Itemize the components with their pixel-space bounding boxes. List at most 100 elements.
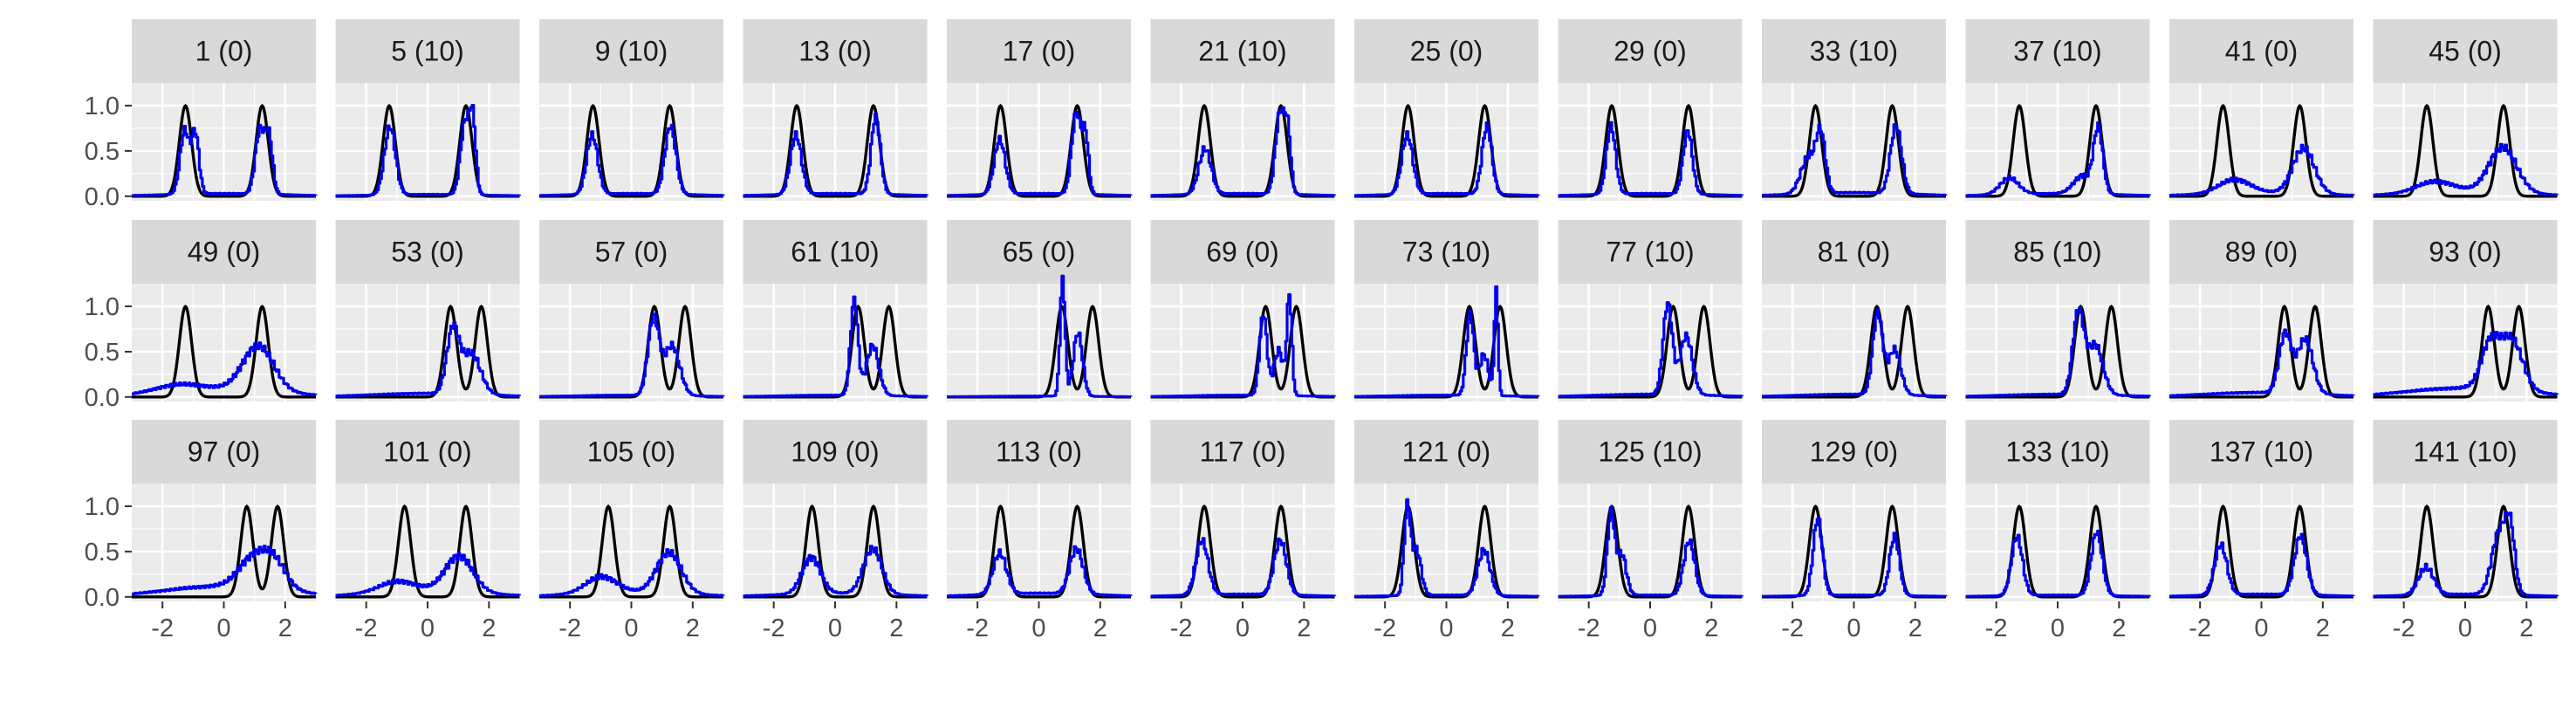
estimated-density-line: [539, 548, 725, 597]
estimated-density-line: [1558, 301, 1744, 398]
estimated-density-line: [1150, 106, 1337, 197]
x-tick-label: 2: [1093, 615, 1107, 642]
reference-density-line: [539, 504, 723, 599]
facet-strip-label: 93 (0): [2429, 237, 2502, 268]
x-tick-label: 2: [1908, 615, 1922, 642]
estimated-density-line: [1762, 308, 1948, 398]
x-tick-label: 2: [1501, 615, 1515, 642]
facet-strip: [2169, 420, 2353, 484]
facet-strip: [1354, 220, 1538, 284]
facet-panel: 5 (10): [335, 19, 522, 201]
estimated-density-line: [2169, 532, 2355, 598]
y-tick-label: 1.0: [85, 493, 120, 521]
facet-panel: 33 (10): [1762, 19, 1948, 201]
y-tick-label: 0.5: [85, 539, 120, 566]
facet-panel: 21 (10): [1150, 19, 1337, 201]
facet-strip-label: 73 (10): [1402, 237, 1490, 268]
facet-strip: [132, 220, 316, 284]
facet-panel: 97 (0): [132, 420, 318, 601]
facet-strip-label: 69 (0): [1206, 237, 1279, 268]
facet-strip: [1965, 19, 2150, 83]
facet-panel: 41 (0): [2169, 19, 2355, 201]
estimated-density-line: [1150, 537, 1337, 598]
facet-panel: 109 (0): [743, 420, 929, 601]
estimated-density-line: [2169, 143, 2355, 197]
x-tick-label: -2: [355, 615, 378, 642]
y-tick-label: 1.0: [85, 93, 120, 120]
estimated-density-line: [2373, 142, 2559, 196]
facet-strip: [2373, 19, 2558, 83]
estimated-density-line: [1762, 518, 1948, 598]
x-tick-label: 2: [1297, 615, 1311, 642]
facet-strip-label: 5 (10): [391, 36, 464, 67]
facet-panel: 17 (0): [947, 19, 1133, 201]
facet-panel: 85 (10): [1965, 220, 2152, 402]
facet-panel: 89 (0): [2169, 220, 2355, 402]
x-tick-label: 0: [2458, 615, 2472, 642]
x-tick-label: -2: [763, 615, 785, 642]
x-tick-label: -2: [1374, 615, 1396, 642]
facet-panel: 13 (0): [743, 19, 929, 201]
facet-strip: [947, 420, 1131, 484]
x-tick-label: -2: [1170, 615, 1193, 642]
facet-panel: 129 (0): [1762, 420, 1948, 601]
facet-panel: 121 (0): [1354, 420, 1540, 601]
x-tick-label: 0: [1236, 615, 1250, 642]
facet-strip: [947, 220, 1131, 284]
estimated-density-line: [1762, 123, 1948, 197]
facet-panel: 49 (0): [132, 220, 318, 402]
x-tick-label: 2: [482, 615, 496, 642]
facet-strip-label: 81 (0): [1818, 237, 1891, 268]
facet-strip: [2373, 220, 2558, 284]
estimated-density-line: [947, 110, 1133, 197]
estimated-density-line: [2373, 511, 2559, 598]
x-tick-label: -2: [2393, 615, 2415, 642]
facet-panel: 65 (0): [947, 220, 1133, 402]
estimated-density-line: [1354, 498, 1540, 598]
x-tick-label: 2: [686, 615, 700, 642]
reference-density-line: [132, 504, 316, 599]
facet-strip: [1762, 220, 1946, 284]
facet-strip-label: 97 (0): [188, 436, 261, 468]
facet-panel: 29 (0): [1558, 19, 1744, 201]
reference-density-line: [2169, 304, 2353, 399]
reference-density-line: [335, 504, 520, 599]
facet-strip-label: 129 (0): [1810, 436, 1898, 468]
facet-strip-label: 57 (0): [595, 237, 668, 268]
x-tick-label: -2: [1578, 615, 1600, 642]
y-tick-label: 0.5: [85, 138, 120, 166]
facet-strip-label: 117 (0): [1199, 436, 1285, 468]
reference-density-line: [743, 504, 928, 599]
facet-panel: 113 (0): [947, 420, 1133, 601]
facet-strip: [539, 420, 723, 484]
estimated-density-line: [335, 321, 522, 398]
reference-density-line: [1762, 304, 1946, 399]
x-tick-label: 0: [2051, 615, 2065, 642]
facet-strip-label: 125 (10): [1598, 436, 1702, 468]
estimated-density-line: [1354, 285, 1540, 398]
estimated-density-line: [743, 545, 929, 598]
facet-strip: [1354, 19, 1538, 83]
x-tick-label: 0: [2254, 615, 2268, 642]
facet-strip: [1965, 420, 2150, 484]
facet-strip-label: 45 (0): [2429, 36, 2502, 67]
facet-panel: 57 (0): [539, 220, 725, 402]
x-tick-label: 2: [2112, 615, 2126, 642]
facet-strip-label: 105 (0): [587, 436, 675, 468]
facet-strip-label: 121 (0): [1402, 436, 1490, 468]
reference-density-line: [2169, 103, 2353, 198]
x-tick-label: -2: [1781, 615, 1804, 642]
facet-strip: [132, 420, 316, 484]
x-tick-label: -2: [151, 615, 174, 642]
facet-strip-label: 89 (0): [2225, 237, 2299, 268]
facet-panel: 25 (0): [1354, 19, 1540, 201]
x-tick-label: -2: [1985, 615, 2008, 642]
facet-panel: 125 (10): [1558, 420, 1744, 601]
reference-density-line: [1150, 504, 1335, 599]
facet-strip: [1150, 19, 1335, 83]
y-tick-label: 1.0: [85, 293, 120, 321]
facet-strip-label: 53 (0): [391, 237, 464, 268]
facet-strip: [1965, 220, 2150, 284]
reference-density-line: [132, 304, 316, 399]
facet-strip: [335, 420, 520, 484]
